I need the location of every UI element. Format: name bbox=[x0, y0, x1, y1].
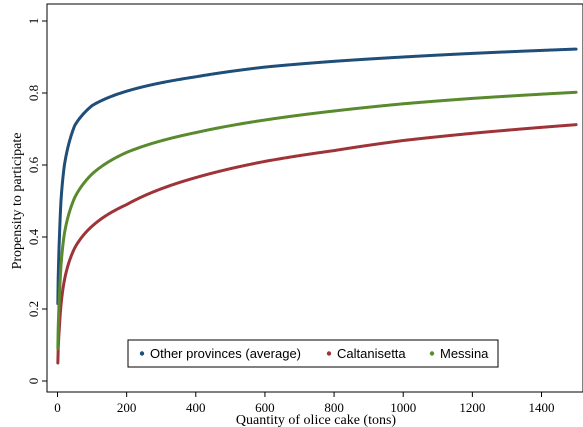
legend-box bbox=[127, 339, 499, 368]
y-tick-label: 0.4 bbox=[26, 228, 41, 245]
y-tick-label: 0 bbox=[26, 378, 41, 385]
series-line-messina bbox=[56, 90, 578, 351]
legend-label-caltanisetta: Caltanisetta bbox=[337, 346, 406, 361]
series-line-caltanisetta bbox=[56, 123, 578, 365]
y-axis: 0 0.2 0.4 0.6 0.8 1 bbox=[26, 18, 47, 385]
series-line-other-provinces-average bbox=[56, 47, 578, 306]
x-tick-label: 1000 bbox=[390, 400, 416, 415]
x-tick-label: 1400 bbox=[529, 400, 555, 415]
x-tick-label: 200 bbox=[117, 400, 137, 415]
series-layer bbox=[56, 47, 578, 365]
x-tick-label: 600 bbox=[255, 400, 275, 415]
x-axis-title: Quantity of olice cake (tons) bbox=[236, 413, 397, 427]
y-tick-label: 0.6 bbox=[26, 156, 41, 173]
plot-frame bbox=[46, 3, 583, 393]
legend-label-messina: Messina bbox=[440, 346, 489, 361]
legend: Other provinces (average) Caltanisetta M… bbox=[127, 339, 499, 368]
legend-label-other-provinces: Other provinces (average) bbox=[150, 346, 301, 361]
y-tick-label: 1 bbox=[26, 18, 41, 25]
x-axis: 0 200 400 600 800 1000 1200 1400 bbox=[54, 392, 555, 415]
x-tick-label: 1200 bbox=[459, 400, 485, 415]
y-axis-title: Propensity to participate bbox=[10, 133, 25, 270]
x-tick-label: 800 bbox=[324, 400, 344, 415]
legend-marker-caltanisetta bbox=[326, 351, 332, 356]
y-tick-label: 0.2 bbox=[26, 301, 41, 317]
x-tick-label: 0 bbox=[54, 400, 61, 415]
legend-marker-messina bbox=[429, 351, 435, 356]
legend-marker-other-provinces bbox=[139, 351, 145, 356]
y-tick-label: 0.8 bbox=[26, 85, 41, 101]
plot-border bbox=[46, 3, 583, 393]
x-tick-label: 400 bbox=[186, 400, 206, 415]
